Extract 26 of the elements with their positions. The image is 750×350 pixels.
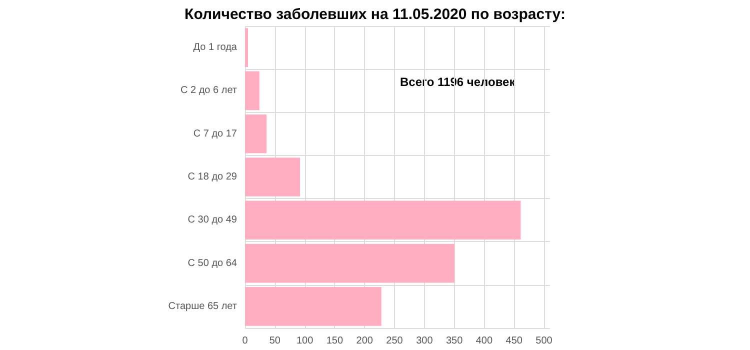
x-tick-label: 150 — [326, 336, 344, 346]
x-tick-label: 0 — [242, 336, 248, 346]
x-tick-label: 350 — [446, 336, 464, 346]
bar — [245, 28, 248, 67]
bar — [245, 71, 260, 110]
x-tick-label: 50 — [269, 336, 281, 346]
bar — [245, 200, 521, 240]
bar — [245, 244, 454, 283]
x-tick-label: 500 — [536, 336, 553, 346]
x-tick-label: 400 — [476, 336, 493, 346]
y-tick-label: Старше 65 лет — [168, 300, 238, 312]
y-tick-label: С 7 до 17 — [193, 128, 238, 140]
x-tick-label: 100 — [296, 336, 314, 346]
bar — [245, 114, 267, 154]
y-tick-label: С 30 до 49 — [188, 214, 238, 226]
y-tick-label: С 18 до 29 — [188, 172, 238, 182]
y-tick-label: С 50 до 64 — [188, 258, 238, 269]
y-tick-label: До 1 года — [193, 42, 238, 54]
bar — [245, 287, 382, 326]
x-tick-label: 200 — [356, 336, 374, 346]
x-tick-label: 450 — [506, 336, 523, 346]
y-tick-label: С 2 до 6 лет — [180, 85, 238, 96]
bar — [245, 158, 300, 196]
x-tick-label: 300 — [416, 336, 434, 346]
x-tick-label: 250 — [386, 336, 404, 346]
chart-title: Количество заболевших на 11.05.2020 по возрасту: — [184, 6, 566, 23]
